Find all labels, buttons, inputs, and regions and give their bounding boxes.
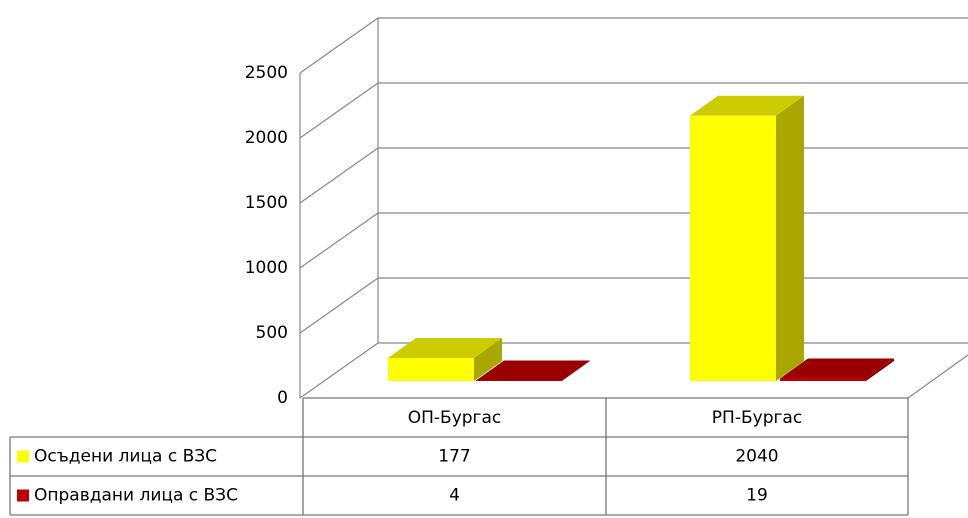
y-tick-label: 0	[277, 388, 288, 408]
table-value: 2040	[735, 447, 778, 467]
bar-side	[776, 95, 804, 382]
y-tick-label: 2500	[245, 63, 288, 83]
bar-top	[690, 95, 804, 116]
y-tick-label: 500	[256, 323, 288, 343]
bar-top	[780, 358, 894, 379]
legend-key	[17, 489, 29, 502]
bar	[780, 378, 866, 381]
floor-edge	[907, 354, 968, 399]
table-value: 19	[746, 486, 768, 506]
bar	[388, 357, 474, 381]
legend-label: Осъдени лица с ВЗС	[34, 447, 217, 467]
bar-top	[388, 337, 502, 358]
bar-top	[476, 360, 590, 381]
bar	[476, 380, 562, 381]
y-tick-label: 2000	[245, 128, 288, 148]
x-tick-label: РП-Бургас	[712, 408, 802, 428]
grid-line	[299, 82, 968, 139]
grid-line	[299, 147, 968, 204]
bar-side	[474, 337, 502, 381]
x-tick-label: ОП-Бургас	[408, 408, 502, 428]
y-tick-label: 1000	[245, 258, 288, 278]
bar	[690, 115, 776, 382]
legend-label: Оправдани лица с ВЗС	[34, 486, 238, 506]
bar-side	[866, 358, 894, 381]
legend-key	[17, 450, 29, 463]
table-value: 4	[449, 486, 460, 506]
y-tick-label: 1500	[245, 193, 288, 213]
grid-line	[299, 212, 968, 269]
bar-side	[562, 360, 590, 381]
table-value: 177	[438, 447, 470, 467]
grid-line	[299, 17, 968, 74]
grid-line	[299, 277, 968, 334]
